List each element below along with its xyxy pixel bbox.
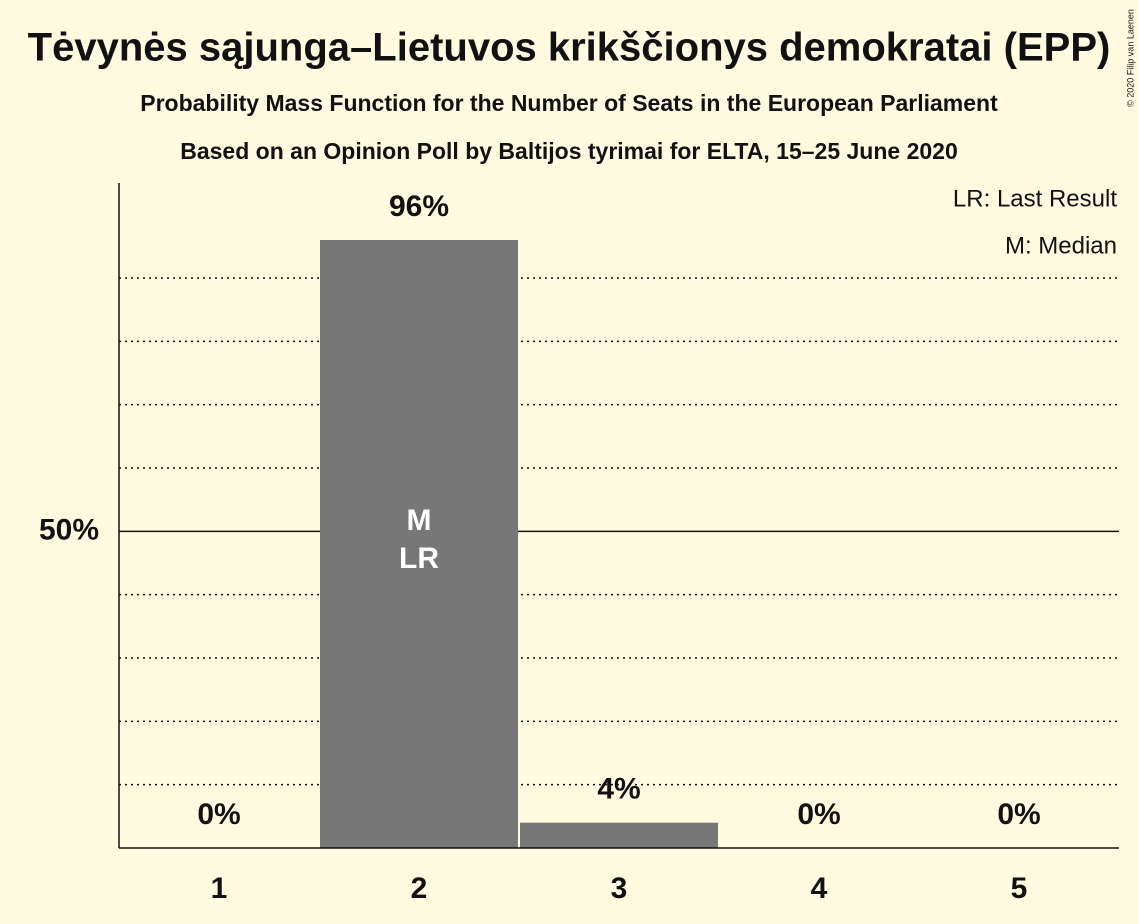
y-tick-label: 50% (39, 513, 99, 546)
bar (520, 822, 718, 848)
last-result-marker: LR (399, 542, 439, 575)
x-tick-label: 2 (411, 872, 428, 905)
legend-entry: LR: Last Result (953, 185, 1117, 212)
legend-entry: M: Median (1005, 232, 1117, 259)
x-tick-label: 3 (611, 872, 628, 905)
value-label: 0% (997, 798, 1040, 831)
x-tick-label: 4 (811, 872, 828, 905)
value-label: 0% (797, 798, 840, 831)
value-label: 4% (597, 773, 640, 806)
chart-title: Tėvynės sąjunga–Lietuvos krikščionys dem… (28, 26, 1111, 70)
chart-subtitle: Based on an Opinion Poll by Baltijos tyr… (180, 138, 958, 164)
median-marker: M (407, 504, 432, 537)
chart-subtitle: Probability Mass Function for the Number… (140, 90, 998, 116)
x-tick-label: 5 (1011, 872, 1028, 905)
x-tick-label: 1 (211, 872, 228, 905)
copyright: © 2020 Filip van Laenen (1125, 9, 1135, 107)
value-label: 0% (197, 798, 240, 831)
bar (320, 240, 518, 848)
value-label: 96% (389, 190, 449, 223)
